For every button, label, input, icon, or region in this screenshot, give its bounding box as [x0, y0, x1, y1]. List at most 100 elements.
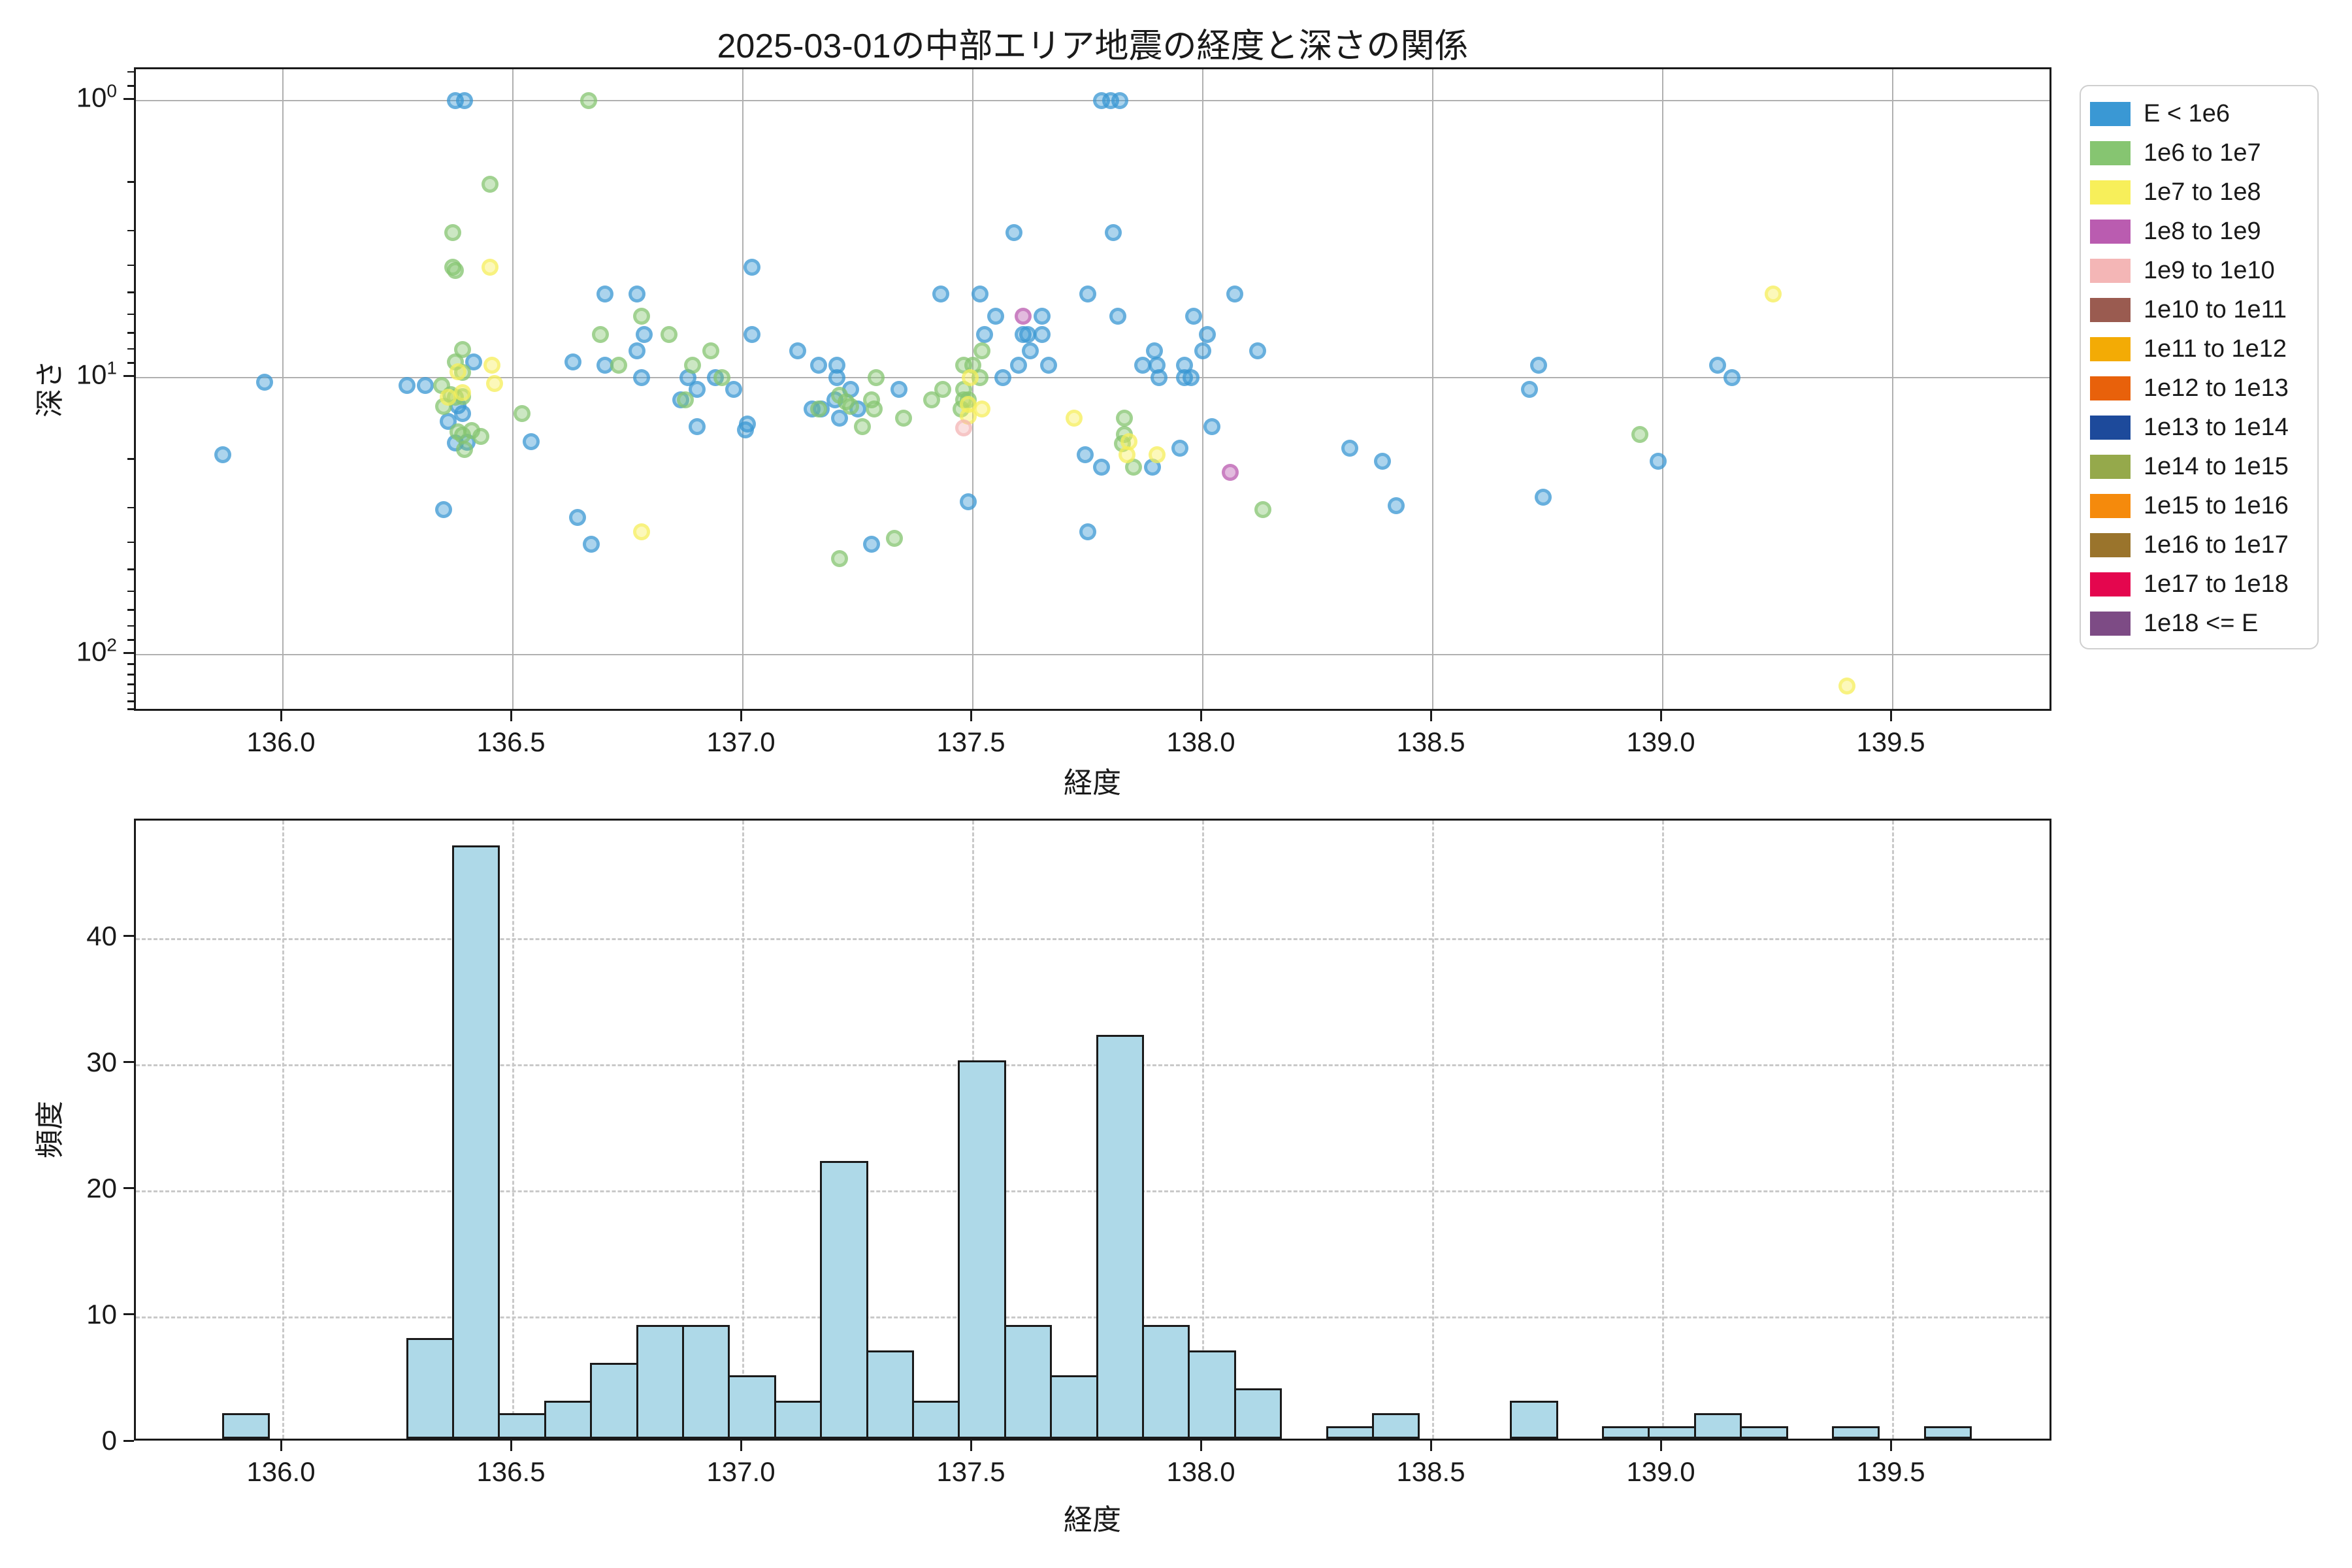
y-minor-tick-mark: [127, 362, 134, 364]
grid-line-v: [1662, 69, 1663, 709]
scatter-point: [1111, 92, 1129, 109]
scatter-point: [568, 509, 586, 527]
scatter-point: [1764, 286, 1782, 303]
scatter-point: [1109, 307, 1126, 325]
legend-entry: 1e11 to 1e12: [2090, 329, 2317, 368]
grid-line-v: [972, 69, 973, 709]
scatter-point: [1005, 224, 1023, 242]
x-tick-label: 139.5: [1856, 727, 1925, 757]
x-tick-mark: [280, 711, 282, 721]
scatter-point: [633, 307, 651, 325]
grid-line-h: [136, 1190, 2050, 1192]
scatter-point: [481, 259, 498, 276]
scatter-point: [677, 391, 694, 408]
legend-swatch: [2090, 572, 2131, 596]
scatter-point: [629, 286, 646, 303]
scatter-point: [1104, 224, 1122, 242]
x-tick-label: 137.5: [936, 1456, 1005, 1487]
histogram-bar: [1188, 1350, 1236, 1439]
scatter-point: [1146, 342, 1164, 359]
scatter-point: [1151, 369, 1168, 386]
grid-line-v: [1892, 821, 1894, 1439]
histogram-bar: [1233, 1388, 1282, 1439]
grid-line-v: [1892, 69, 1893, 709]
grid-line-v: [1432, 69, 1433, 709]
legend-entry: 1e15 to 1e16: [2090, 486, 2317, 525]
scatter-point: [886, 529, 904, 547]
scatter-point: [1203, 417, 1221, 435]
x-tick-label: 138.5: [1396, 727, 1465, 757]
histogram-bar: [498, 1413, 546, 1439]
histogram-bar: [1923, 1426, 1972, 1439]
x-tick-label: 136.5: [476, 1456, 546, 1487]
scatter-point: [214, 446, 232, 464]
y-tick-mark: [123, 374, 134, 377]
y-minor-tick-mark: [127, 458, 134, 460]
scatter-point: [523, 433, 540, 450]
scatter-point: [1184, 307, 1202, 325]
scatter-point: [633, 523, 651, 540]
scatter-point: [582, 536, 600, 553]
scatter-point: [725, 380, 742, 398]
scatter-point: [1171, 440, 1188, 457]
scatter-point: [481, 175, 498, 193]
scatter-point: [863, 536, 881, 553]
legend-entry: 1e8 to 1e9: [2090, 212, 2317, 251]
scatter-point: [610, 356, 627, 374]
legend-swatch: [2090, 611, 2131, 636]
y-minor-tick-mark: [127, 625, 134, 627]
x-tick-label: 136.5: [476, 727, 546, 757]
scatter-point: [635, 326, 653, 344]
histogram-ylabel: 頻度: [34, 1101, 66, 1158]
scatter-point: [810, 356, 828, 374]
legend-entry: 1e16 to 1e17: [2090, 525, 2317, 564]
histogram-bar: [1693, 1413, 1742, 1439]
legend-swatch: [2090, 415, 2131, 440]
legend-entry: 1e14 to 1e15: [2090, 447, 2317, 486]
x-tick-mark: [1200, 711, 1202, 721]
histogram-bar: [1141, 1325, 1190, 1439]
scatter-point: [959, 493, 977, 510]
x-tick-label: 138.0: [1166, 1456, 1235, 1487]
scatter-point: [994, 369, 1011, 386]
legend-label: 1e8 to 1e9: [2144, 217, 2261, 245]
legend-swatch: [2090, 336, 2131, 361]
scatter-point: [1033, 326, 1051, 344]
histogram-bar: [1831, 1426, 1880, 1439]
legend-swatch: [2090, 376, 2131, 400]
y-tick-label: 0: [101, 1425, 117, 1456]
legend-swatch: [2090, 297, 2131, 322]
legend-entry: E < 1e6: [2090, 94, 2317, 133]
grid-line-h: [136, 377, 2050, 378]
y-tick-label: 10: [86, 1298, 117, 1330]
grid-line-v: [282, 821, 284, 1439]
scatter-point: [987, 307, 1005, 325]
scatter-point: [1077, 446, 1094, 464]
histogram-bar: [911, 1401, 960, 1439]
scatter-point: [1040, 356, 1058, 374]
histogram-bar: [636, 1325, 684, 1439]
y-minor-tick-mark: [127, 674, 134, 676]
scatter-point: [1341, 440, 1359, 457]
histogram-bar: [451, 845, 500, 1439]
figure-title: 2025-03-01の中部エリア地震の経度と深さの関係: [717, 27, 1469, 65]
scatter-point: [1534, 488, 1552, 506]
scatter-point: [447, 261, 464, 279]
y-minor-tick-mark: [127, 663, 134, 665]
histogram-xlabel: 経度: [1064, 1504, 1121, 1536]
histogram-bar: [774, 1401, 823, 1439]
histogram-bar: [544, 1401, 593, 1439]
scatter-point: [514, 405, 531, 423]
y-tick-label: 30: [86, 1046, 117, 1077]
legend-label: 1e9 to 1e10: [2144, 256, 2275, 284]
scatter-point: [854, 417, 872, 435]
scatter-point: [1194, 342, 1211, 359]
histogram-bar: [1004, 1325, 1053, 1439]
scatter-point: [444, 224, 462, 242]
y-tick-mark: [123, 1061, 134, 1064]
histogram-bar: [820, 1161, 868, 1439]
legend-entry: 1e9 to 1e10: [2090, 251, 2317, 290]
grid-line-v: [742, 821, 744, 1439]
histogram-bar: [1601, 1426, 1650, 1439]
x-tick-label: 139.0: [1626, 727, 1695, 757]
